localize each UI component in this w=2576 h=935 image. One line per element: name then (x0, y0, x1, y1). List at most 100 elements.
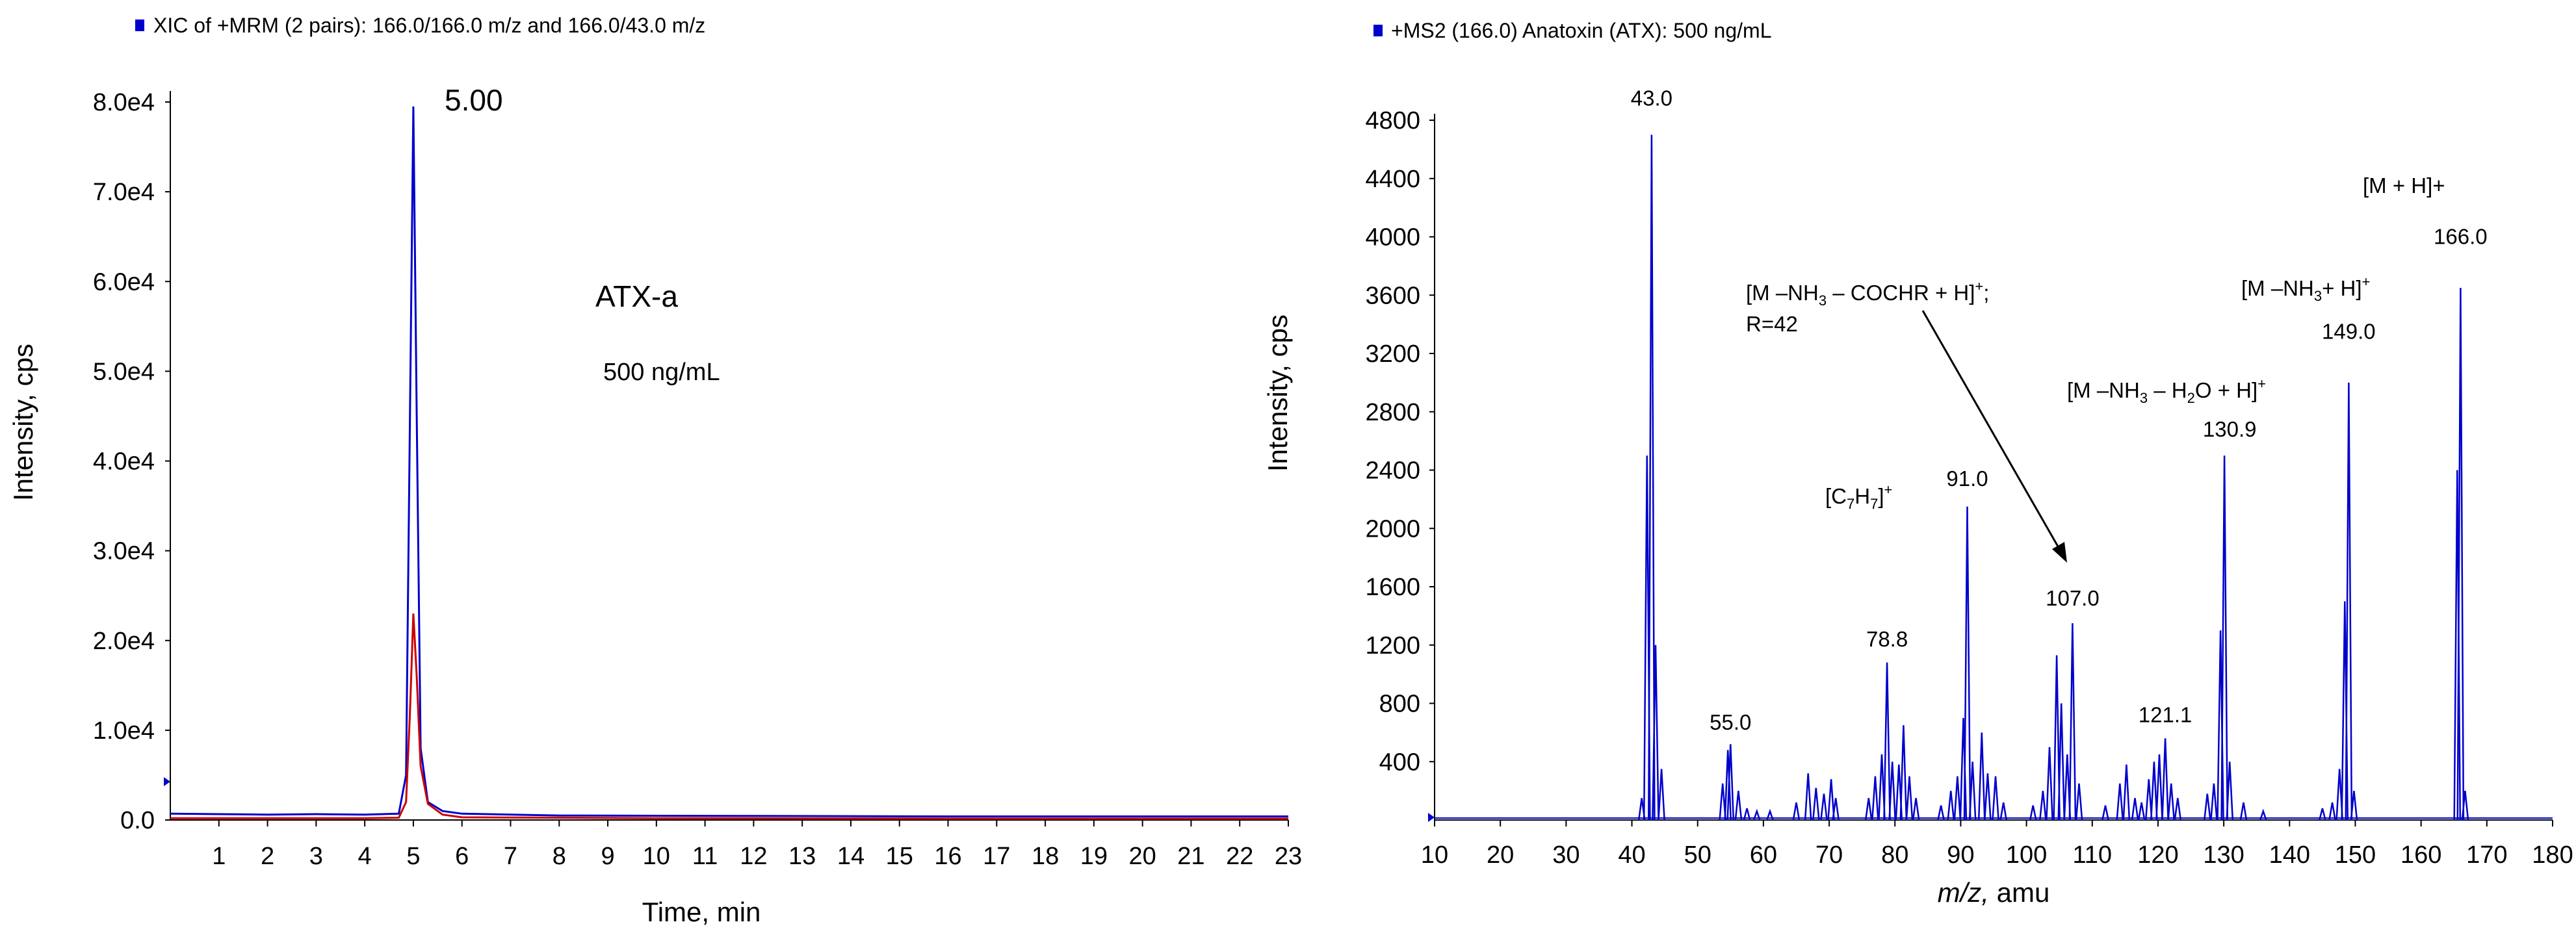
spectrum-peak (2220, 455, 2228, 821)
spectrum-peak (2046, 747, 2053, 821)
chromatogram-x-tick-label: 16 (934, 843, 961, 870)
chromatogram-x-tick-label: 13 (788, 843, 816, 870)
c7h7-sup: + (1884, 481, 1893, 498)
chromatogram-axis-marker (164, 777, 170, 786)
chromatogram-x-tick-label: 17 (983, 843, 1010, 870)
chromatogram-x-tick-label: 14 (837, 843, 865, 870)
m107-sub: 3 (1819, 292, 1827, 309)
spectrum-x-tick-label: 120 (2137, 841, 2178, 869)
chromatogram-x-tick-label: 5 (406, 843, 420, 870)
annotation-m-nh3-h2o: [M –NH3 – H2O + H]+ (2067, 376, 2266, 406)
spectrum-x-tick-label: 110 (2072, 841, 2112, 869)
spectrum-peak (1912, 798, 1920, 821)
spectrum-y-tick-label: 800 (1379, 691, 1420, 718)
spectrum-x-tick-label: 140 (2269, 841, 2310, 869)
chromatogram-x-tick-label: 3 (309, 843, 323, 870)
spectrum-axis-marker (1428, 813, 1435, 822)
spectrum-peak (1905, 776, 1914, 821)
m107-a: [M –NH (1746, 281, 1819, 305)
spectrum-x-tick-label: 30 (1552, 841, 1580, 869)
compound-label: ATX-a (595, 279, 678, 313)
annotation-arrow-head (2052, 542, 2067, 563)
c7h7-close: ] (1878, 484, 1884, 508)
spectrum-x-axis-title-italic: m/z, (1938, 877, 1989, 908)
spectrum-peak (2461, 790, 2469, 821)
spectrum-peak (1888, 762, 1896, 821)
chromatogram-y-tick-label: 2.0e4 (93, 628, 155, 655)
spectrum-peak-label: 130.9 (2203, 417, 2257, 441)
spectrum-peak-label: 107.0 (2046, 586, 2100, 610)
spectrum-peak (2350, 790, 2358, 821)
m130-c: O + H] (2195, 378, 2257, 402)
spectrum-peak (2039, 790, 2047, 821)
spectrum-peak (2328, 802, 2336, 821)
spectrum-x-tick-label: 170 (2466, 841, 2507, 869)
spectrum-peak (2345, 382, 2353, 821)
spectrum-peak-label: 43.0 (1631, 86, 1672, 110)
spectrum-peak-labels: 43.0 55.0 78.8 91.0 107.0 121.1 130.9 149.0 166.… (1631, 86, 2488, 734)
annotation-r-value: R=42 (1746, 312, 1798, 336)
spectrum-peak (1812, 788, 1820, 821)
spectrum-legend-marker (1373, 25, 1383, 36)
spectrum-peak (1719, 783, 1726, 821)
c7h7-mid: H (1854, 484, 1870, 508)
m130-b: – H (2148, 378, 2187, 402)
annotation-arrow-line (1921, 310, 2062, 552)
spectrum-peak (2456, 287, 2465, 821)
spectrum-x-tick-label: 80 (1881, 841, 1908, 869)
spectrum-peak-label: 166.0 (2434, 225, 2488, 249)
spectrum-peak (1820, 793, 1828, 821)
chromatogram-x-tick-label: 21 (1177, 843, 1204, 870)
chromatogram-x-tick-label: 6 (455, 843, 469, 870)
spectrum-peaks (1435, 134, 2553, 821)
spectrum-peak (1963, 506, 1971, 821)
spectrum-y-tick-label: 2400 (1365, 457, 1420, 485)
chromatogram-x-tick-label: 10 (643, 843, 670, 870)
m107-c: ; (1983, 281, 1989, 305)
spectrum-peak (1766, 808, 1774, 821)
spectrum-peak (1992, 776, 1999, 821)
spectrum-peak (2161, 738, 2169, 821)
spectrum-peak (1827, 779, 1835, 821)
m130-sub-2: 2 (2187, 390, 2195, 406)
spectrum-peak (2210, 783, 2218, 821)
chromatogram-y-tick-label: 1.0e4 (93, 717, 155, 745)
spectrum-y-tick-label: 400 (1379, 749, 1420, 776)
chromatogram-x-tick-label: 4 (358, 843, 372, 870)
spectrum-peak (1734, 790, 1743, 821)
spectrum-peak (2057, 703, 2066, 821)
spectrum-peak (1999, 802, 2007, 821)
chromatogram-x-axis-title: Time, min (642, 897, 761, 927)
spectrum-x-tick-label: 160 (2400, 841, 2441, 869)
spectrum-peak (2226, 762, 2234, 821)
spectrum-peak (2155, 754, 2163, 821)
spectrum-peak (1984, 773, 1992, 821)
spectrum-peak (2144, 779, 2153, 821)
chromatogram-x-tick-label: 7 (504, 843, 517, 870)
chromatogram-x-tick-label: 8 (553, 843, 566, 870)
spectrum-peak (2068, 623, 2077, 821)
c7h7-sub-2: 7 (1870, 496, 1878, 512)
chromatogram-y-tick-label: 5.0e4 (93, 358, 155, 385)
chromatogram-series-line-166-43 (170, 613, 1288, 820)
peak-retention-time-label: 5.00 (445, 83, 503, 117)
spectrum-x-axis-title-unit: amu (1989, 877, 2049, 908)
chromatogram-x-tick-label: 12 (740, 843, 767, 870)
chromatogram-series (170, 106, 1288, 820)
annotation-m-nh3: [M –NH3+ H]+ (2241, 274, 2370, 304)
spectrum-y-tick-label: 2800 (1365, 399, 1420, 426)
m130-sub-1: 3 (2140, 390, 2148, 406)
spectrum-panel: +MS2 (166.0) Anatoxin (ATX): 500 ng/mL 4… (1262, 19, 2573, 908)
spectrum-peak (2150, 762, 2158, 821)
spectrum-peak (1937, 805, 1945, 821)
m107-sup: + (1975, 278, 1983, 294)
spectrum-peak (1804, 773, 1812, 821)
chromatogram-y-tick-label: 7.0e4 (93, 179, 155, 206)
spectrum-peak (1652, 645, 1659, 821)
chromatogram-x-tick-label: 19 (1080, 843, 1108, 870)
chromatogram-x-tick-label: 20 (1129, 843, 1156, 870)
chromatogram-x-tick-label: 22 (1226, 843, 1253, 870)
spectrum-peak (2319, 808, 2326, 821)
chromatogram-x-tick-label: 23 (1275, 843, 1302, 870)
